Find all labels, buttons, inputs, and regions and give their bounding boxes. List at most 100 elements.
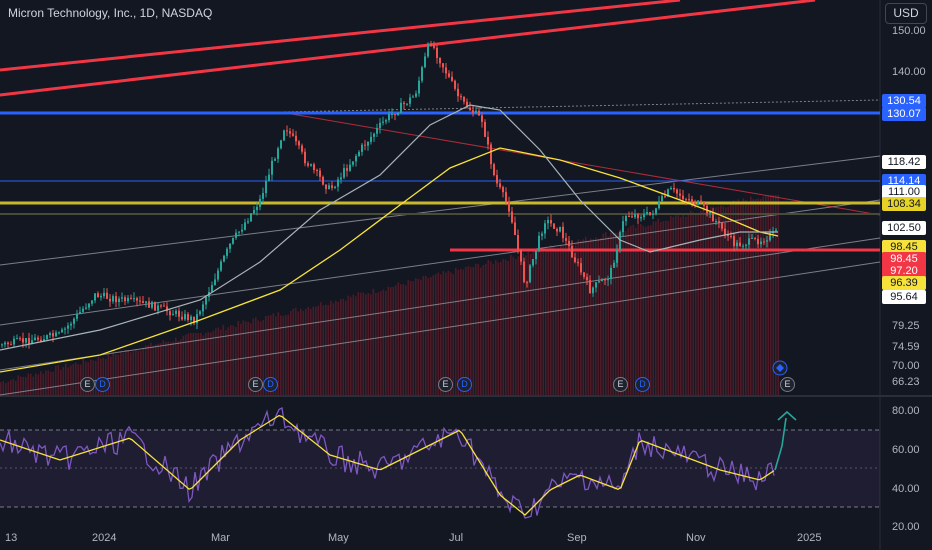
volume-bar: [632, 224, 635, 395]
candle-body: [109, 298, 111, 302]
dividend-marker[interactable]: D: [635, 377, 650, 392]
candle-body: [352, 161, 354, 165]
volume-bar: [142, 347, 145, 395]
price-badge: 98.45: [882, 240, 926, 254]
dividend-marker[interactable]: D: [263, 377, 278, 392]
candle-body: [7, 342, 9, 345]
volume-bar: [25, 377, 27, 395]
volume-bar: [37, 374, 40, 395]
volume-bar: [640, 223, 642, 395]
candle-body: [277, 148, 279, 159]
candle-body: [145, 301, 147, 303]
volume-bar: [422, 276, 425, 395]
candle-body: [106, 292, 108, 299]
volume-bar: [505, 259, 507, 395]
candle-body: [598, 281, 600, 283]
volume-bar: [427, 278, 430, 395]
time-label: Mar: [211, 532, 230, 544]
candle-body: [76, 313, 78, 319]
volume-bar: [350, 296, 352, 395]
volume-bar: [115, 354, 117, 395]
volume-bar: [582, 239, 585, 395]
volume-bar: [707, 209, 710, 395]
volume-bar: [197, 332, 200, 395]
red-trend-channel: [0, 0, 816, 97]
volume-bar: [220, 329, 222, 395]
rsi-forecast-arrow: [774, 417, 787, 471]
volume-bar: [237, 321, 240, 395]
volume-bar: [332, 303, 335, 395]
volume-bar: [410, 280, 412, 395]
candle-body: [562, 226, 564, 239]
candle-body: [85, 307, 87, 309]
volume-bar: [727, 206, 730, 395]
dividend-marker[interactable]: D: [95, 377, 110, 392]
time-label: Nov: [686, 532, 706, 544]
candle-body: [304, 151, 306, 164]
candle-body: [571, 246, 573, 258]
volume-bar: [235, 327, 237, 395]
candle-body: [73, 318, 75, 324]
volume-bar: [7, 381, 10, 395]
volume-bar: [670, 215, 672, 395]
candle-body: [694, 202, 696, 205]
volume-bar: [345, 300, 347, 395]
candle-body: [748, 238, 750, 245]
volume-bar: [625, 230, 627, 395]
volume-bar: [185, 334, 187, 395]
candle-body: [4, 342, 6, 345]
earnings-marker[interactable]: E: [613, 377, 628, 392]
volume-bar: [195, 332, 197, 395]
volume-bar: [395, 285, 397, 395]
candle-body: [94, 293, 96, 301]
volume-bar: [140, 350, 142, 395]
candle-body: [724, 228, 726, 235]
volume-bar: [515, 259, 517, 395]
candle-body: [751, 237, 753, 239]
volume-bar: [562, 246, 565, 395]
volume-bar: [602, 233, 605, 395]
volume-bar: [337, 301, 340, 395]
volume-bar: [12, 378, 15, 395]
volume-bar: [692, 212, 695, 395]
volume-bar: [472, 266, 475, 395]
volume-bar: [172, 341, 175, 395]
dividend-marker[interactable]: D: [457, 377, 472, 392]
earnings-marker[interactable]: E: [780, 377, 795, 392]
candle-body: [166, 306, 168, 312]
candle-body: [97, 293, 99, 298]
volume-bar: [137, 350, 140, 395]
candle-body: [514, 222, 516, 236]
candle-body: [523, 261, 525, 283]
candle-body: [472, 110, 474, 113]
candle-body: [391, 113, 393, 115]
volume-bar: [485, 263, 487, 395]
volume-bar: [462, 269, 465, 395]
candle-body: [739, 242, 741, 247]
candle-body: [121, 297, 123, 299]
volume-bar: [455, 268, 457, 395]
volume-bar: [432, 275, 435, 395]
volume-bar: [480, 267, 482, 395]
volume-bar: [75, 362, 77, 395]
volume-bar: [487, 260, 490, 395]
volume-bar: [642, 225, 645, 395]
price-tick: 79.25: [892, 320, 920, 332]
volume-bar: [280, 315, 282, 395]
volume-bar: [295, 307, 297, 395]
candle-body: [763, 241, 765, 243]
candle-body: [760, 241, 762, 245]
volume-bar: [262, 319, 265, 395]
candle-body: [736, 242, 738, 247]
candle-body: [442, 63, 444, 68]
currency-button[interactable]: USD: [885, 3, 927, 24]
price-tick: 150.00: [892, 25, 926, 37]
earnings-marker[interactable]: E: [438, 377, 453, 392]
earnings-marker[interactable]: E: [80, 377, 95, 392]
volume-bar: [120, 352, 122, 395]
earnings-marker[interactable]: E: [248, 377, 263, 392]
volume-bar: [312, 306, 315, 395]
volume-bar: [730, 204, 732, 395]
volume-bar: [270, 315, 272, 395]
